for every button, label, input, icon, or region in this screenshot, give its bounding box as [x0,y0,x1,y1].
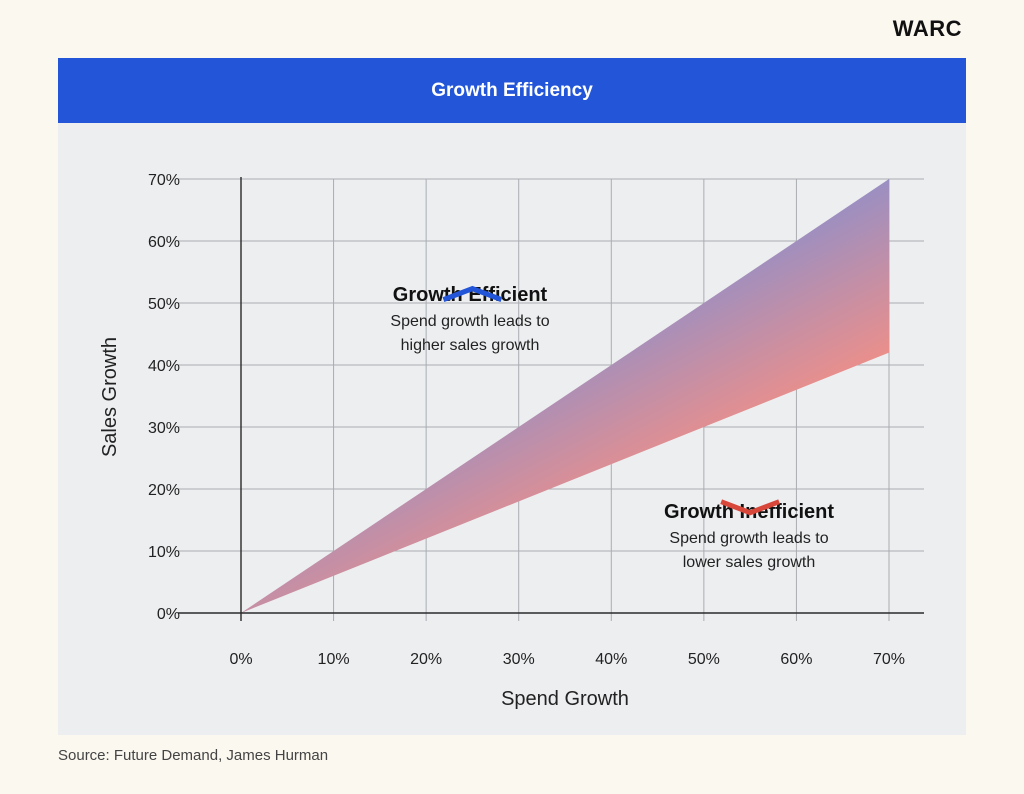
chart-title: Growth Efficiency [58,58,966,123]
growth-efficient-description: Spend growth leads to [390,313,549,330]
y-axis-title: Sales Growth [99,337,121,457]
y-tick-label: 20% [148,482,180,499]
x-tick-label: 20% [410,651,442,668]
y-tick-label: 40% [148,358,180,375]
x-tick-label: 50% [688,651,720,668]
x-tick-label: 10% [318,651,350,668]
x-tick-label: 30% [503,651,535,668]
brand-logo: WARC [892,16,962,41]
growth-band-area [241,179,889,613]
y-tick-label: 70% [148,172,180,189]
chevron-down-icon [720,499,781,516]
y-tick-label: 60% [148,234,180,251]
growth-inefficient-description: Spend growth leads to [669,530,828,547]
y-tick-label: 50% [148,296,180,313]
x-axis-title: Spend Growth [501,688,629,710]
x-tick-label: 0% [229,651,252,668]
y-tick-label: 0% [157,606,180,623]
growth-efficient-description: higher sales growth [401,337,540,354]
y-tick-label: 30% [148,420,180,437]
y-tick-label: 10% [148,544,180,561]
x-tick-label: 60% [780,651,812,668]
chart-card: Growth Efficiency 0% 10% 20% 30% 40% 50% 60% 70… [58,58,966,735]
chevron-up-icon [442,285,503,302]
x-tick-label: 40% [595,651,627,668]
x-tick-label: 70% [873,651,905,668]
growth-inefficient-description: lower sales growth [683,554,816,571]
growth-efficiency-chart: 0% 10% 20% 30% 40% 50% 60% 70% 0% 10% 20% 30% 40% 50%… [99,172,924,710]
source-note: Source: Future Demand, James Hurman [58,747,329,764]
growth-efficient-heading: Growth Efficient [393,284,548,306]
